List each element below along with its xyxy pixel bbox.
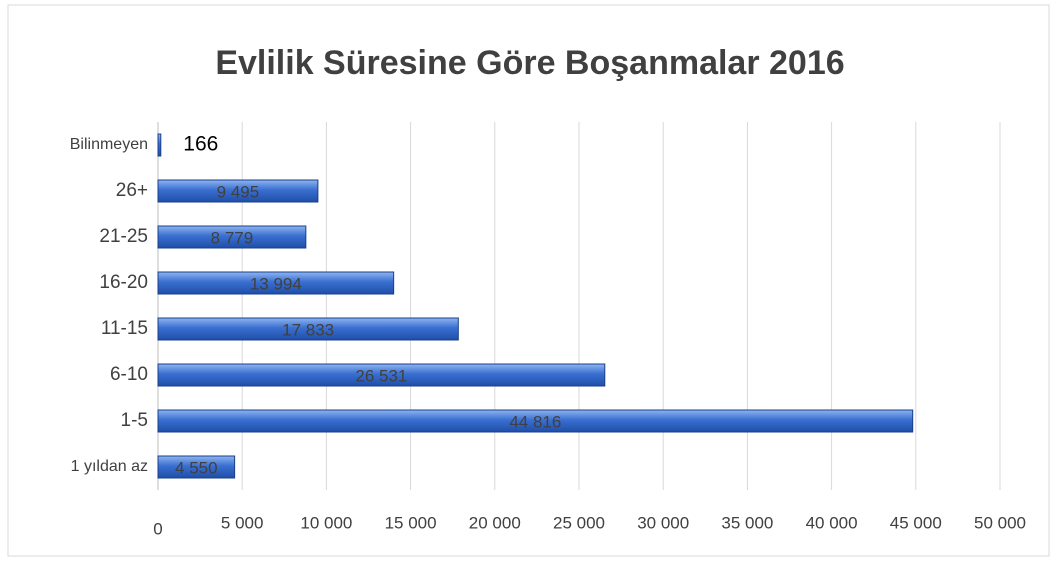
bar [157, 455, 236, 479]
data-label: 8 779 [211, 228, 254, 247]
x-tick-label: 40 000 [806, 513, 858, 532]
bar [157, 179, 319, 203]
x-tick-label: 5 000 [221, 513, 264, 532]
x-tick-label: 10 000 [300, 513, 352, 532]
x-tick-label: 50 000 [974, 513, 1026, 532]
y-tick-label: 1 yıldan az [71, 458, 148, 475]
x-tick-label: 30 000 [637, 513, 689, 532]
data-label: 166 [183, 133, 218, 156]
x-tick-label: 0 [153, 519, 162, 538]
bar [157, 133, 162, 157]
bar [157, 317, 459, 341]
x-tick-label: 25 000 [553, 513, 605, 532]
data-label: 44 816 [509, 412, 561, 431]
y-tick-label: 26+ [116, 180, 148, 201]
x-tick-label: 35 000 [721, 513, 773, 532]
x-tick-label: 45 000 [890, 513, 942, 532]
bar [157, 271, 395, 295]
y-tick-label: 16-20 [99, 272, 148, 293]
y-tick-label: 1-5 [121, 410, 148, 431]
bar [157, 225, 307, 249]
x-tick-label: 15 000 [385, 513, 437, 532]
bar [157, 409, 914, 433]
bar [157, 363, 606, 387]
x-tick-label: 20 000 [469, 513, 521, 532]
y-tick-label: 11-15 [101, 318, 148, 339]
data-label: 26 531 [355, 366, 407, 385]
data-label: 9 495 [217, 182, 260, 201]
data-label: 13 994 [250, 274, 302, 293]
chart-title: Evlilik Süresine Göre Boşanmalar 2016 [215, 44, 844, 82]
y-tick-label: 6-10 [110, 364, 148, 385]
y-tick-label: 21-25 [99, 226, 148, 247]
y-tick-label: Bilinmeyen [70, 136, 148, 153]
data-label: 17 833 [282, 320, 334, 339]
data-label: 4 550 [175, 458, 218, 477]
